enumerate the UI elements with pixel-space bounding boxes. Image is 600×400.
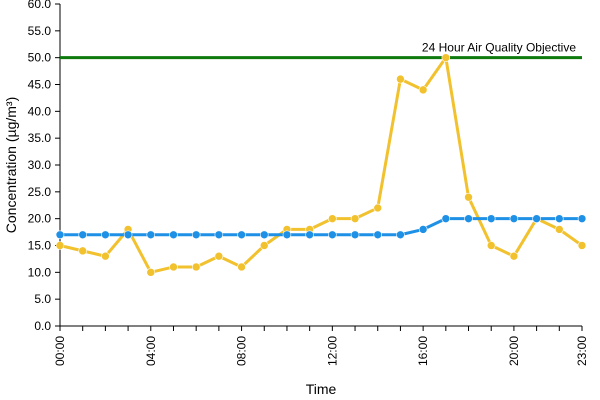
y-tick-label: 50.0 — [28, 51, 52, 65]
y-axis-title: Concentration (µg/m³) — [3, 97, 19, 233]
data-point — [169, 262, 178, 272]
y-tick-label: 25.0 — [28, 185, 52, 199]
y-tick-label: 60.0 — [28, 0, 52, 11]
data-point — [350, 214, 360, 223]
data-point — [328, 230, 337, 240]
data-point — [373, 230, 383, 240]
y-tick-label: 15.0 — [28, 239, 52, 253]
x-tick-label: 16:00 — [416, 336, 430, 366]
y-tick-label: 20.0 — [28, 212, 52, 226]
data-point — [577, 241, 587, 250]
data-point — [396, 74, 405, 84]
data-point — [237, 230, 246, 240]
data-point — [282, 230, 292, 240]
y-axis-ticks: 0.0 5.0 10.0 15.0 20.0 25.0 30.0 35.0 40.0 45.0 50… — [28, 0, 60, 333]
x-axis-title: Time — [306, 381, 337, 397]
data-point — [532, 214, 541, 223]
data-point — [191, 262, 201, 272]
y-tick-label: 35.0 — [28, 131, 52, 145]
data-point — [259, 230, 269, 240]
data-point — [509, 214, 519, 223]
series-2 — [55, 214, 587, 240]
data-point — [464, 192, 473, 202]
x-tick-label: 20:00 — [507, 336, 521, 366]
y-tick-label: 45.0 — [28, 78, 52, 92]
y-tick-label: 55.0 — [28, 24, 52, 38]
data-point — [214, 251, 224, 261]
data-point — [214, 230, 224, 240]
data-point — [350, 230, 360, 240]
y-tick-label: 10.0 — [28, 265, 52, 279]
data-point — [305, 230, 314, 240]
data-point — [486, 241, 496, 250]
data-point — [486, 214, 496, 223]
data-point — [101, 230, 110, 240]
y-tick-label: 5.0 — [34, 292, 51, 306]
x-tick-label: 04:00 — [144, 336, 158, 366]
data-point — [555, 214, 564, 223]
data-point — [577, 214, 587, 223]
data-point — [555, 225, 564, 234]
series-line — [59, 56, 583, 274]
y-tick-label: 40.0 — [28, 104, 52, 118]
data-point — [464, 214, 473, 223]
data-point — [237, 262, 246, 272]
x-axis-ticks: 00:00 04:00 08:00 12:00 16:00 20:00 23:00 — [53, 326, 589, 366]
data-point — [78, 230, 87, 240]
x-tick-label: 08:00 — [235, 336, 249, 366]
series-1 — [55, 53, 587, 277]
data-point — [123, 230, 133, 240]
data-point — [55, 241, 65, 250]
series-line — [60, 217, 582, 237]
y-tick-label: 0.0 — [34, 319, 51, 333]
objective-label: 24 Hour Air Quality Objective — [422, 41, 576, 55]
x-tick-label: 00:00 — [53, 336, 67, 366]
y-tick-label: 30.0 — [28, 158, 52, 172]
objective-reference: 24 Hour Air Quality Objective — [60, 41, 582, 60]
data-point — [509, 251, 519, 261]
data-point — [396, 230, 405, 240]
data-point — [101, 251, 110, 261]
data-point — [146, 268, 156, 277]
data-point — [373, 203, 383, 213]
data-point — [191, 230, 201, 240]
series-layer — [55, 53, 587, 277]
x-tick-label: 23:00 — [575, 336, 589, 366]
x-tick-label: 12:00 — [325, 336, 339, 366]
data-point — [418, 225, 428, 234]
data-point — [78, 246, 87, 256]
data-point — [418, 85, 428, 95]
data-point — [328, 214, 337, 223]
data-point — [441, 214, 451, 223]
data-point — [259, 241, 269, 250]
data-point — [169, 230, 178, 240]
data-point — [441, 53, 451, 62]
data-point — [55, 230, 65, 240]
data-point — [146, 230, 156, 240]
